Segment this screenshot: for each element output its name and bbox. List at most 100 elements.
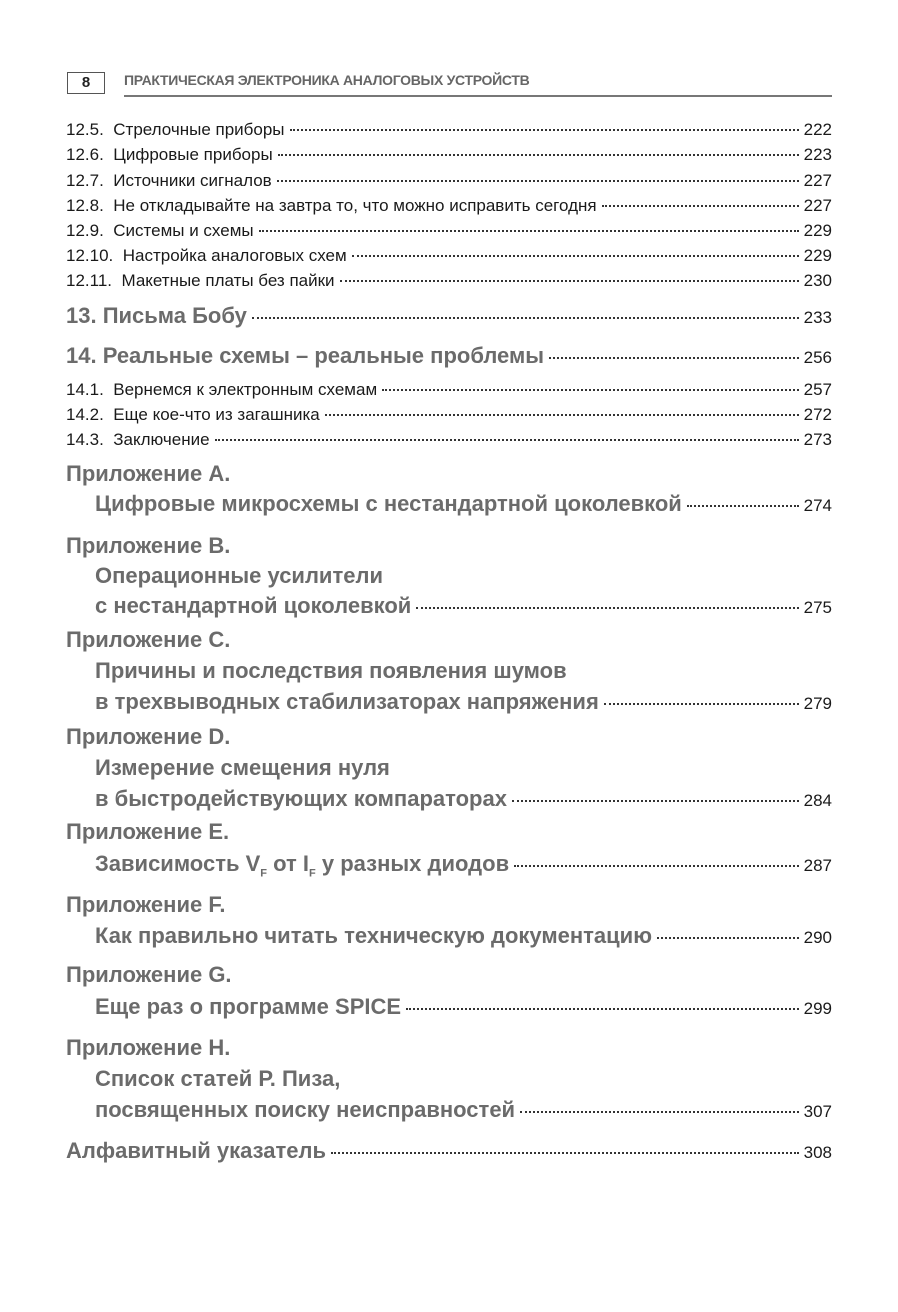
dot-leader: [657, 937, 799, 939]
entry-title: Не откладывайте на завтра то, что можно …: [113, 196, 597, 215]
toc-entry[interactable]: 12.11. Макетные платы без пайки 230: [66, 271, 832, 291]
toc-entry[interactable]: 12.6. Цифровые приборы 223: [66, 145, 832, 165]
toc-entry[interactable]: 12.5. Стрелочные приборы 222: [66, 120, 832, 140]
entry-page: 229: [803, 221, 832, 240]
entry-page: 274: [803, 496, 832, 515]
index-title: Алфавитный указатель: [66, 1138, 327, 1163]
appendix-label: Приложение D.: [66, 724, 231, 749]
subscript: F: [260, 867, 268, 880]
entry-number: 12.11.: [66, 271, 113, 290]
entry-page: 222: [803, 120, 832, 139]
toc-appendix[interactable]: в трехвыводных стабилизаторах напряжения…: [95, 689, 832, 715]
toc-index[interactable]: Алфавитный указатель 308: [66, 1138, 832, 1164]
entry-page: 223: [803, 145, 832, 164]
entry-page: 299: [803, 999, 832, 1018]
entry-page: 308: [803, 1143, 832, 1162]
appendix-label: Приложение F.: [66, 892, 226, 917]
dot-leader: [251, 317, 799, 319]
entry-title: Вернемся к электронным схемам: [113, 380, 378, 399]
dot-leader: [514, 865, 799, 867]
dot-leader: [549, 357, 799, 359]
chapter-title: 13. Письма Бобу: [66, 303, 247, 328]
appendix-label: Приложение E.: [66, 819, 230, 844]
dot-leader: [406, 1008, 799, 1010]
appendix-label: Приложение A.: [66, 461, 231, 486]
appendix-title-line: Список статей Р. Пиза,: [95, 1066, 341, 1091]
toc-entry[interactable]: 12.7. Источники сигналов 227: [66, 171, 832, 191]
entry-page: 307: [803, 1102, 832, 1121]
appendix-label: Приложение C.: [66, 627, 231, 652]
dot-leader: [258, 230, 799, 232]
running-title: ПРАКТИЧЕСКАЯ ЭЛЕКТРОНИКА АНАЛОГОВЫХ УСТР…: [124, 72, 530, 88]
dot-leader: [331, 1152, 799, 1154]
entry-page: 257: [803, 380, 832, 399]
toc-appendix[interactable]: Зависимость VF от IF у разных диодов 287: [95, 851, 832, 879]
entry-number: 12.7.: [66, 171, 104, 190]
appendix-title-line: Причины и последствия появления шумов: [95, 658, 567, 683]
dot-leader: [289, 129, 799, 131]
entry-page: 275: [803, 598, 832, 617]
entry-number: 14.1.: [66, 380, 104, 399]
appendix-title: Как правильно читать техническую докумен…: [95, 923, 652, 948]
entry-number: 12.10.: [66, 246, 114, 265]
entry-title: Стрелочные приборы: [113, 120, 285, 139]
dot-leader: [601, 205, 799, 207]
entry-number: 12.8.: [66, 196, 104, 215]
appendix-title: посвященных поиску неисправностей: [95, 1097, 516, 1122]
entry-title: Цифровые приборы: [113, 145, 273, 164]
appendix-title: в трехвыводных стабилизаторах напряжения: [95, 689, 599, 714]
entry-title: Источники сигналов: [113, 171, 272, 190]
header-rule: [124, 95, 832, 97]
appendix-title: в быстродействующих компараторах: [95, 786, 507, 811]
entry-number: 12.6.: [66, 145, 104, 164]
title-part: у разных диодов: [315, 851, 510, 876]
toc-chapter[interactable]: 13. Письма Бобу 233: [66, 303, 832, 329]
entry-title: Заключение: [113, 430, 210, 449]
dot-leader: [324, 414, 799, 416]
toc-appendix[interactable]: посвященных поиску неисправностей 307: [95, 1097, 832, 1123]
entry-title: Настройка аналоговых схем: [122, 246, 347, 265]
appendix-title: Еще раз о программе SPICE: [95, 994, 402, 1019]
appendix-title-line: Операционные усилители: [95, 563, 383, 588]
entry-title: Системы и схемы: [113, 221, 254, 240]
entry-page: 233: [803, 308, 832, 327]
toc-entry[interactable]: 12.8. Не откладывайте на завтра то, что …: [66, 196, 832, 216]
toc-appendix[interactable]: Еще раз о программе SPICE 299: [95, 994, 832, 1020]
page-number: 8: [67, 72, 105, 94]
toc-entry[interactable]: 12.9. Системы и схемы 229: [66, 221, 832, 241]
entry-number: 12.9.: [66, 221, 104, 240]
entry-page: 287: [803, 856, 832, 875]
dot-leader: [276, 180, 799, 182]
toc-appendix[interactable]: Цифровые микросхемы с нестандартной цоко…: [95, 491, 832, 517]
entry-page: 284: [803, 791, 832, 810]
entry-number: 12.5.: [66, 120, 104, 139]
entry-page: 279: [803, 694, 832, 713]
entry-number: 14.2.: [66, 405, 104, 424]
entry-page: 272: [803, 405, 832, 424]
entry-title: Макетные платы без пайки: [121, 271, 335, 290]
appendix-title-line: Измерение смещения нуля: [95, 755, 390, 780]
subscript: F: [309, 867, 316, 880]
toc-entry[interactable]: 12.10. Настройка аналоговых схем 229: [66, 246, 832, 266]
entry-number: 14.3.: [66, 430, 104, 449]
toc-appendix[interactable]: Как правильно читать техническую докумен…: [95, 923, 832, 949]
toc-entry[interactable]: 14.3. Заключение 273: [66, 430, 832, 450]
appendix-title: Цифровые микросхемы с нестандартной цоко…: [95, 491, 682, 516]
appendix-label: Приложение H.: [66, 1035, 231, 1060]
toc-chapter[interactable]: 14. Реальные схемы – реальные проблемы 25…: [66, 343, 832, 369]
appendix-title: Зависимость VF от IF у разных диодов: [95, 851, 509, 879]
dot-leader: [339, 280, 799, 282]
entry-page: 273: [803, 430, 832, 449]
appendix-title: с нестандартной цоколевкой: [95, 593, 412, 618]
dot-leader: [382, 389, 799, 391]
toc-appendix[interactable]: с нестандартной цоколевкой 275: [95, 593, 832, 619]
dot-leader: [603, 703, 799, 705]
toc-appendix[interactable]: в быстродействующих компараторах 284: [95, 786, 832, 812]
title-part: Зависимость V: [95, 851, 261, 876]
dot-leader: [520, 1111, 799, 1113]
dot-leader: [214, 439, 799, 441]
toc-entry[interactable]: 14.2. Еще кое-что из загашника 272: [66, 405, 832, 425]
entry-page: 230: [803, 271, 832, 290]
toc-entry[interactable]: 14.1. Вернемся к электронным схемам 257: [66, 380, 832, 400]
